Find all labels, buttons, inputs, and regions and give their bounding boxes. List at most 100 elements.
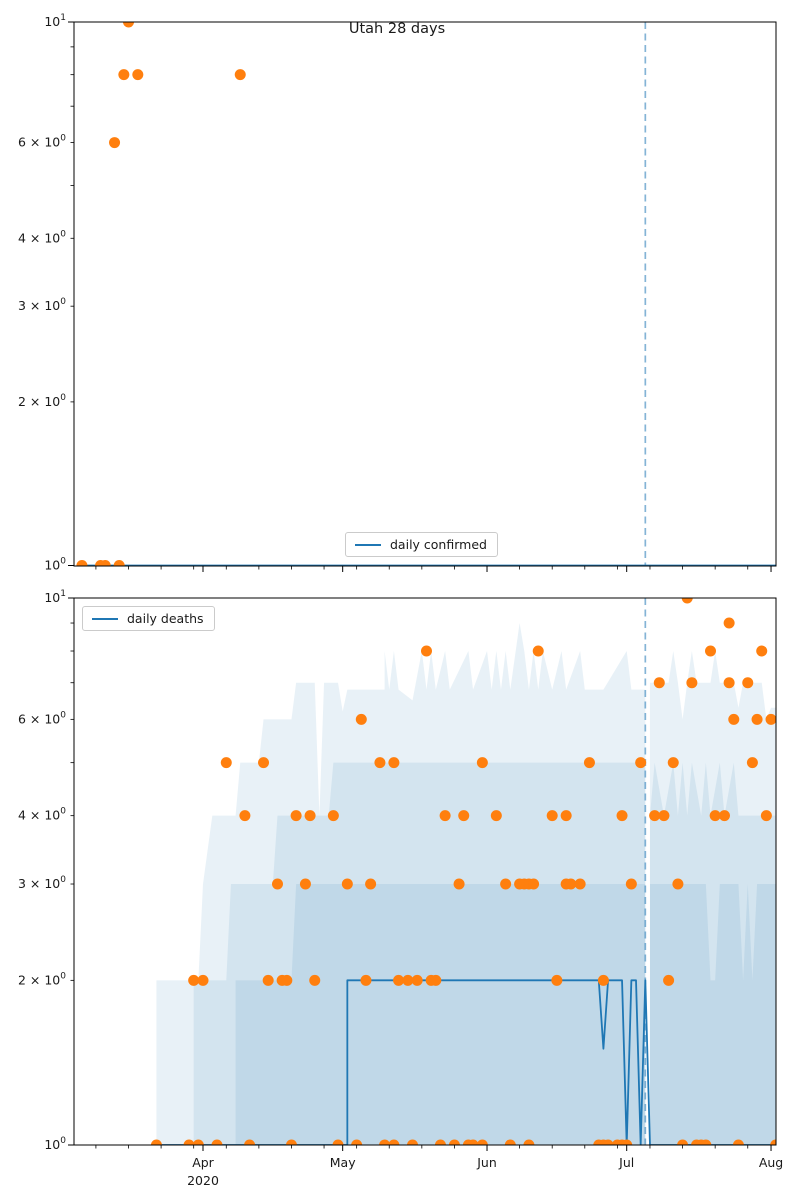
- scatter-point: [728, 713, 740, 725]
- scatter-point: [448, 1139, 460, 1145]
- scatter-point: [583, 757, 595, 769]
- scatter-point: [760, 810, 772, 822]
- band-inner-interval: [649, 884, 776, 1145]
- band-outer-interval: [156, 623, 646, 1145]
- top-chart-title: Utah 28 days: [348, 21, 446, 37]
- scatter-point: [355, 713, 367, 725]
- legend-label: daily confirmed: [390, 537, 487, 552]
- scatter-point: [393, 974, 405, 986]
- scatter-point: [453, 878, 465, 890]
- x-tick-label: Apr: [192, 1155, 214, 1170]
- scatter-point: [183, 1139, 195, 1145]
- legend-line-sample: [92, 617, 118, 620]
- scatter-point: [770, 1139, 776, 1145]
- legend-label: daily deaths: [127, 611, 204, 626]
- band-inner-interval: [235, 884, 646, 1145]
- scatter-point: [621, 1139, 633, 1145]
- scatter-point: [434, 1139, 446, 1145]
- scatter-point: [746, 757, 758, 769]
- scatter-point: [379, 1139, 391, 1145]
- scatter-point: [244, 1139, 256, 1145]
- scatter-point: [123, 22, 135, 28]
- scatter-point: [718, 810, 730, 822]
- scatter-point: [523, 1139, 535, 1145]
- scatter-point: [341, 878, 353, 890]
- y-tick-label: 4 × 100: [18, 229, 66, 245]
- scatter-point: [732, 1139, 744, 1145]
- scatter-point: [290, 810, 302, 822]
- scatter-point: [192, 1139, 204, 1145]
- y-tick-label: 6 × 100: [18, 134, 66, 150]
- scatter-point: [528, 878, 540, 890]
- band-outer-interval: [649, 651, 776, 1145]
- scatter-point: [490, 810, 502, 822]
- scatter-point: [234, 69, 246, 81]
- scatter-point: [653, 677, 665, 689]
- scatter-point: [560, 810, 572, 822]
- scatter-point: [258, 757, 270, 769]
- scatter-point: [742, 677, 754, 689]
- band-mid-interval: [649, 762, 776, 1145]
- scatter-point: [532, 645, 544, 657]
- scatter-point: [304, 810, 316, 822]
- x-tick-year-label: 2020: [187, 1173, 219, 1188]
- scatter-point: [700, 1139, 712, 1145]
- legend-daily-deaths: daily deaths: [82, 606, 215, 631]
- scatter-point: [546, 810, 558, 822]
- scatter-point: [663, 974, 675, 986]
- scatter-point: [281, 974, 293, 986]
- scatter-point: [686, 677, 698, 689]
- scatter-point: [476, 1139, 488, 1145]
- scatter-point: [649, 810, 661, 822]
- scatter-point: [132, 69, 144, 81]
- x-tick-label: Jun: [476, 1155, 497, 1170]
- y-tick-label: 3 × 100: [18, 875, 66, 891]
- y-tick-label: 4 × 100: [18, 807, 66, 823]
- y-tick-label: 2 × 100: [18, 393, 66, 409]
- scatter-point: [365, 878, 377, 890]
- scatter-point: [332, 1139, 344, 1145]
- scatter-point: [723, 677, 735, 689]
- legend-daily-confirmed: daily confirmed: [345, 532, 498, 557]
- scatter-point: [113, 560, 125, 566]
- y-tick-label: 100: [44, 1136, 66, 1152]
- scatter-point: [109, 137, 121, 149]
- scatter-point: [565, 878, 577, 890]
- scatter-point: [765, 713, 776, 725]
- scatter-point: [476, 757, 488, 769]
- scatter-point: [677, 1139, 689, 1145]
- scatter-point: [388, 757, 400, 769]
- y-tick-label: 3 × 100: [18, 297, 66, 313]
- scatter-point: [635, 757, 647, 769]
- scatter-point: [500, 878, 512, 890]
- axes-frame: [73, 21, 777, 567]
- scatter-point: [407, 1139, 419, 1145]
- y-tick-label: 2 × 100: [18, 971, 66, 987]
- y-tick-label: 100: [44, 557, 66, 573]
- scatter-point: [99, 560, 111, 566]
- legend-line-sample: [355, 543, 381, 546]
- scatter-point: [667, 757, 679, 769]
- scatter-point: [239, 810, 251, 822]
- scatter-point: [723, 617, 735, 629]
- scatter-point: [360, 974, 372, 986]
- scatter-point: [504, 1139, 516, 1145]
- scatter-point: [616, 810, 628, 822]
- scatter-point: [439, 810, 451, 822]
- scatter-point: [351, 1139, 363, 1145]
- scatter-point: [188, 974, 200, 986]
- scatter-point: [76, 560, 88, 566]
- scatter-point: [388, 1139, 400, 1145]
- scatter-point: [430, 974, 442, 986]
- scatter-point: [285, 1139, 297, 1145]
- band-mid-interval: [193, 762, 646, 1145]
- scatter-point: [597, 974, 609, 986]
- scatter-point: [458, 810, 470, 822]
- scatter-point: [299, 878, 311, 890]
- scatter-point: [551, 974, 563, 986]
- scatter-point: [220, 757, 232, 769]
- y-tick-label: 101: [44, 589, 66, 605]
- x-tick-label: Jul: [618, 1155, 634, 1170]
